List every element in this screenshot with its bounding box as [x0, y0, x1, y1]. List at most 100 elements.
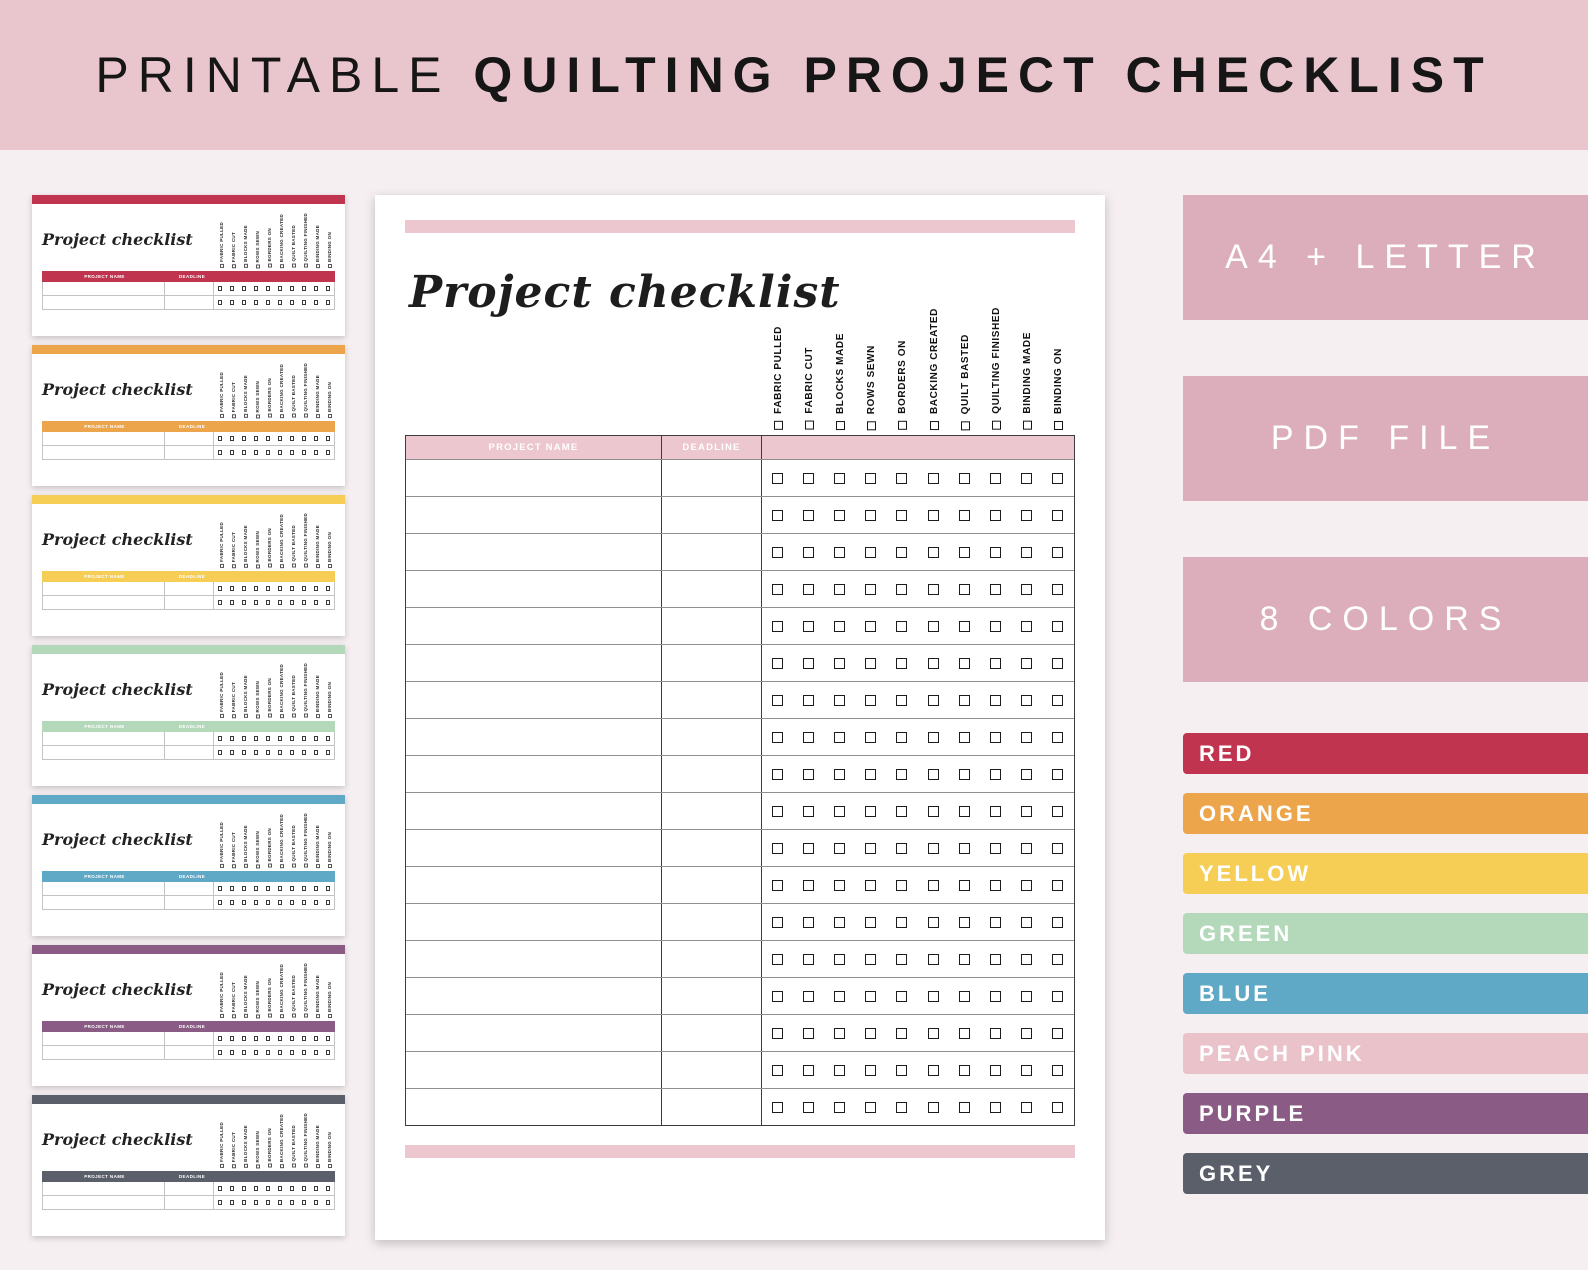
- checkbox[interactable]: [834, 805, 846, 817]
- checkbox[interactable]: [896, 583, 908, 595]
- checkbox[interactable]: [927, 1064, 939, 1076]
- checkbox[interactable]: [1051, 879, 1063, 891]
- checkbox[interactable]: [927, 472, 939, 484]
- checkbox[interactable]: [896, 916, 908, 928]
- checkbox[interactable]: [834, 620, 846, 632]
- deadline-cell[interactable]: [662, 1052, 762, 1088]
- checkbox[interactable]: [1020, 583, 1032, 595]
- checkbox[interactable]: [1051, 768, 1063, 780]
- checkbox[interactable]: [927, 694, 939, 706]
- checkbox[interactable]: [1020, 990, 1032, 1002]
- checkbox[interactable]: [958, 583, 970, 595]
- checkbox[interactable]: [989, 990, 1001, 1002]
- checkbox[interactable]: [865, 879, 877, 891]
- checkbox[interactable]: [865, 657, 877, 669]
- project-name-cell[interactable]: [406, 682, 662, 718]
- checkbox[interactable]: [865, 768, 877, 780]
- checkbox[interactable]: [1051, 583, 1063, 595]
- checkbox[interactable]: [772, 583, 784, 595]
- checkbox[interactable]: [1020, 657, 1032, 669]
- checkbox[interactable]: [958, 472, 970, 484]
- checkbox[interactable]: [865, 1064, 877, 1076]
- checkbox[interactable]: [958, 509, 970, 521]
- checkbox[interactable]: [958, 990, 970, 1002]
- checkbox[interactable]: [834, 842, 846, 854]
- checkbox[interactable]: [1020, 472, 1032, 484]
- checkbox[interactable]: [834, 1027, 846, 1039]
- checkbox[interactable]: [1051, 657, 1063, 669]
- checkbox[interactable]: [989, 546, 1001, 558]
- checkbox[interactable]: [803, 805, 815, 817]
- deadline-cell[interactable]: [662, 793, 762, 829]
- checkbox[interactable]: [865, 583, 877, 595]
- checkbox[interactable]: [989, 509, 1001, 521]
- checkbox[interactable]: [1020, 1101, 1032, 1113]
- checkbox[interactable]: [896, 953, 908, 965]
- checkbox[interactable]: [803, 990, 815, 1002]
- checkbox[interactable]: [927, 583, 939, 595]
- checkbox[interactable]: [1051, 1064, 1063, 1076]
- checkbox[interactable]: [989, 583, 1001, 595]
- project-name-cell[interactable]: [406, 460, 662, 496]
- checkbox[interactable]: [865, 1027, 877, 1039]
- checkbox[interactable]: [958, 805, 970, 817]
- deadline-cell[interactable]: [662, 608, 762, 644]
- checkbox[interactable]: [989, 1101, 1001, 1113]
- checkbox[interactable]: [958, 620, 970, 632]
- checkbox[interactable]: [772, 546, 784, 558]
- checkbox[interactable]: [834, 1101, 846, 1113]
- checkbox[interactable]: [803, 879, 815, 891]
- checkbox[interactable]: [834, 731, 846, 743]
- checkbox[interactable]: [772, 657, 784, 669]
- checkbox[interactable]: [1051, 546, 1063, 558]
- checkbox[interactable]: [772, 916, 784, 928]
- checkbox[interactable]: [927, 916, 939, 928]
- project-name-cell[interactable]: [406, 756, 662, 792]
- checkbox[interactable]: [772, 620, 784, 632]
- checkbox[interactable]: [896, 1101, 908, 1113]
- checkbox[interactable]: [834, 768, 846, 780]
- checkbox[interactable]: [896, 694, 908, 706]
- checkbox[interactable]: [1020, 694, 1032, 706]
- checkbox[interactable]: [896, 472, 908, 484]
- checkbox[interactable]: [927, 990, 939, 1002]
- deadline-cell[interactable]: [662, 571, 762, 607]
- deadline-cell[interactable]: [662, 1015, 762, 1051]
- checkbox[interactable]: [989, 768, 1001, 780]
- checkbox[interactable]: [1051, 953, 1063, 965]
- checkbox[interactable]: [1051, 990, 1063, 1002]
- deadline-cell[interactable]: [662, 460, 762, 496]
- checkbox[interactable]: [865, 990, 877, 1002]
- checkbox[interactable]: [803, 657, 815, 669]
- checkbox[interactable]: [896, 879, 908, 891]
- checkbox[interactable]: [803, 620, 815, 632]
- checkbox[interactable]: [989, 731, 1001, 743]
- checkbox[interactable]: [927, 805, 939, 817]
- checkbox[interactable]: [927, 1101, 939, 1113]
- project-name-cell[interactable]: [406, 1015, 662, 1051]
- checkbox[interactable]: [896, 546, 908, 558]
- checkbox[interactable]: [865, 805, 877, 817]
- checkbox[interactable]: [803, 842, 815, 854]
- checkbox[interactable]: [865, 731, 877, 743]
- project-name-cell[interactable]: [406, 534, 662, 570]
- checkbox[interactable]: [772, 1027, 784, 1039]
- checkbox[interactable]: [803, 583, 815, 595]
- checkbox[interactable]: [989, 1064, 1001, 1076]
- deadline-cell[interactable]: [662, 978, 762, 1014]
- checkbox[interactable]: [772, 694, 784, 706]
- checkbox[interactable]: [1020, 879, 1032, 891]
- checkbox[interactable]: [927, 657, 939, 669]
- checkbox[interactable]: [1051, 472, 1063, 484]
- deadline-cell[interactable]: [662, 904, 762, 940]
- deadline-cell[interactable]: [662, 645, 762, 681]
- checkbox[interactable]: [958, 731, 970, 743]
- project-name-cell[interactable]: [406, 793, 662, 829]
- checkbox[interactable]: [927, 620, 939, 632]
- project-name-cell[interactable]: [406, 1052, 662, 1088]
- checkbox[interactable]: [896, 805, 908, 817]
- project-name-cell[interactable]: [406, 571, 662, 607]
- checkbox[interactable]: [927, 509, 939, 521]
- checkbox[interactable]: [958, 953, 970, 965]
- checkbox[interactable]: [896, 990, 908, 1002]
